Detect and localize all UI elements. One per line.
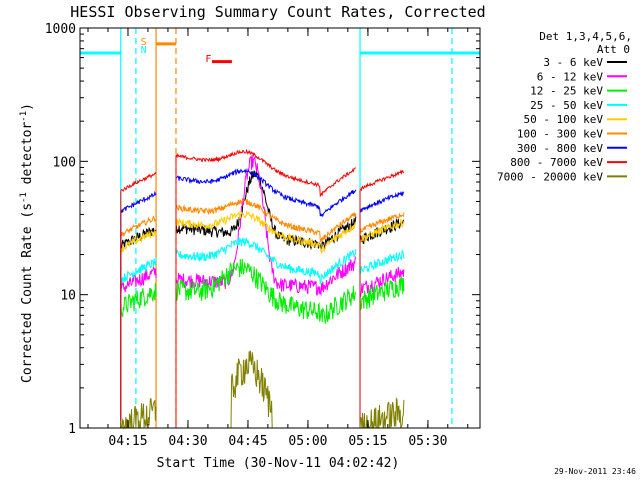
y-tick-label: 1000: [45, 22, 76, 37]
legend-header-line-2: Att 0: [597, 43, 630, 56]
legend-item-label: 25 - 50 keV: [530, 99, 603, 112]
y-tick-label: 10: [60, 289, 76, 304]
x-tick-label: 05:15: [348, 434, 387, 449]
legend-item-label: 3 - 6 keV: [543, 56, 603, 69]
chart-title: HESSI Observing Summary Count Rates, Cor…: [70, 3, 485, 21]
series-line-6-flare: [175, 167, 357, 428]
legend-item-label: 50 - 100 keV: [524, 113, 604, 126]
series-line-0-flare: [175, 170, 357, 428]
series-line-7-pre: [120, 171, 157, 428]
series-line-5-pre: [120, 215, 157, 428]
legend-item-label: 12 - 25 keV: [530, 85, 603, 98]
series-line-5-post: [359, 212, 405, 428]
y-axis-label-sup-2: -1: [19, 111, 29, 122]
x-tick-label: 05:00: [288, 434, 327, 449]
legend-header-line-1: Det 1,3,4,5,6,: [539, 30, 632, 43]
s-label: S: [141, 37, 147, 48]
legend-item-label: 800 - 7000 keV: [510, 156, 603, 169]
x-tick-label: 04:30: [168, 434, 207, 449]
series-line-2-pre: [120, 282, 157, 428]
x-tick-label: 05:30: [408, 434, 447, 449]
y-tick-label: 1: [68, 422, 76, 437]
series-line-8-pre: [120, 398, 157, 430]
y-axis-label-part-2: detector: [20, 122, 35, 193]
series-line-7-flare: [175, 148, 356, 428]
series-line-7-post: [359, 169, 405, 428]
series-line-4-flare: [175, 210, 357, 428]
series-line-4-post: [359, 219, 405, 428]
y-tick-label: 100: [53, 155, 76, 170]
series-line-8-post: [359, 397, 405, 430]
series-line-3-flare: [175, 236, 357, 428]
series-line-1-pre: [120, 266, 157, 428]
series-line-6-pre: [120, 190, 157, 428]
x-tick-label: 04:45: [228, 434, 267, 449]
legend-item-label: 6 - 12 keV: [537, 70, 604, 83]
series-line-3-pre: [120, 257, 157, 428]
series-line-2-flare: [175, 258, 357, 428]
series-line-0-pre: [120, 226, 157, 428]
series-line-3-post: [359, 249, 405, 428]
y-axis-label-part-3: ): [20, 103, 35, 111]
series-line-1-post: [359, 266, 405, 428]
footer-timestamp: 29-Nov-2011 23:46: [554, 467, 636, 476]
x-tick-label: 04:15: [108, 434, 147, 449]
legend-item-label: 300 - 800 keV: [517, 142, 603, 155]
n-label: N: [141, 45, 147, 56]
f-label: F: [205, 54, 211, 65]
series-line-5-flare: [175, 199, 357, 428]
series-line-2-post: [359, 276, 405, 428]
y-axis-label-part-1: Corrected Count Rate (s: [20, 203, 35, 383]
series-line-4-pre: [120, 230, 157, 428]
y-axis-label-sup-1: -1: [19, 192, 29, 203]
y-axis-label: Corrected Count Rate (s-1 detector-1): [19, 103, 35, 383]
series-line-6-post: [359, 190, 405, 428]
plot-frame: [79, 27, 481, 429]
x-axis-label: Start Time (30-Nov-11 04:02:42): [157, 456, 400, 471]
axes-layer: 1 10 100 1000 04:15 04:30 04:45 05:00 05:15 05:30: [45, 22, 481, 449]
legend-item-label: 7000 - 20000 keV: [497, 170, 603, 183]
legend-item-label: 100 - 300 keV: [517, 128, 603, 141]
